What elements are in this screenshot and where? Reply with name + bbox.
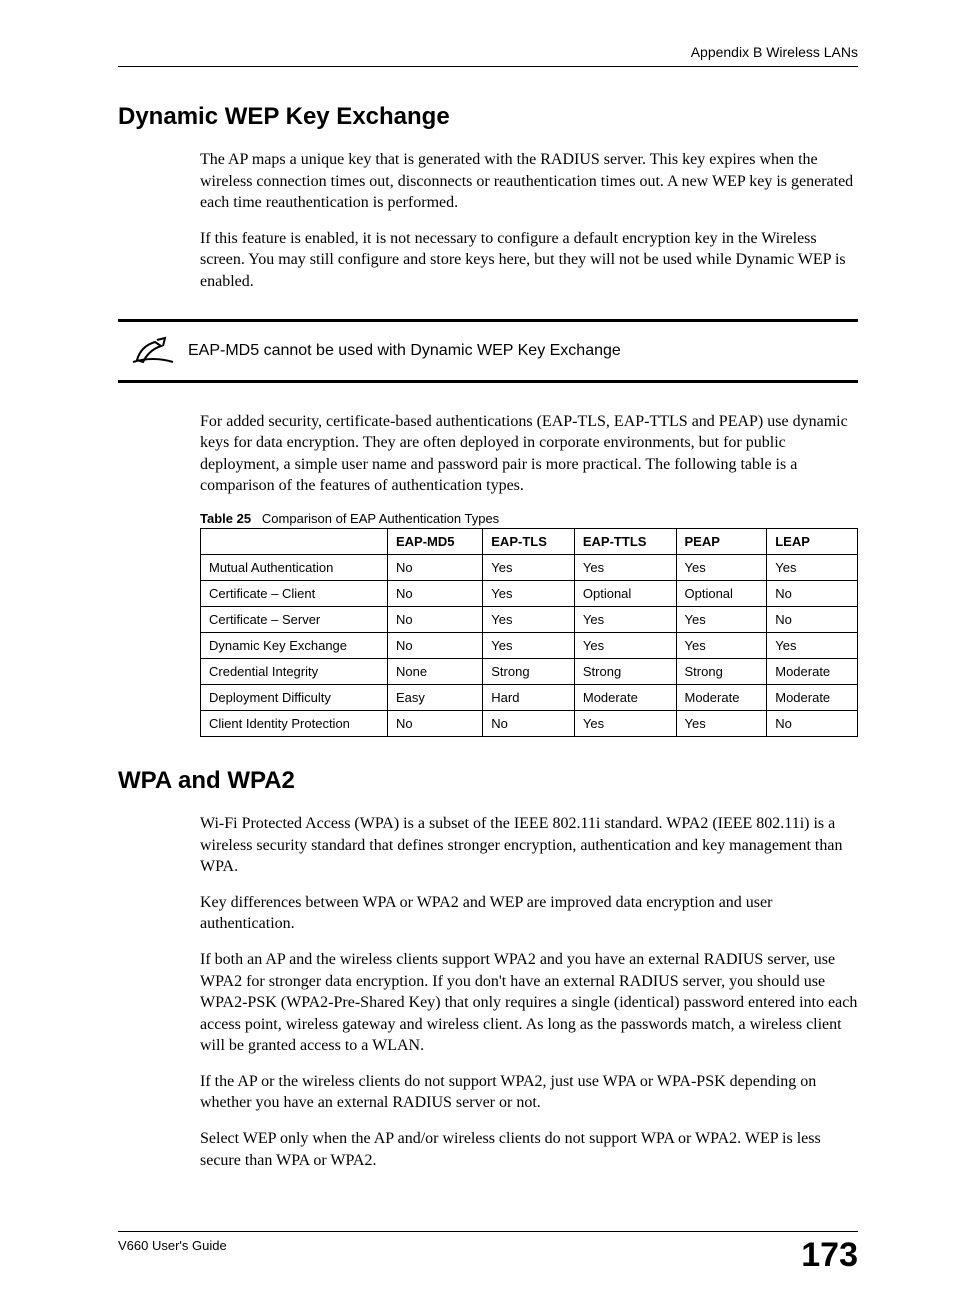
page-header: Appendix B Wireless LANs — [118, 44, 858, 67]
table-cell: Deployment Difficulty — [201, 684, 388, 710]
table-cell: No — [483, 710, 575, 736]
table-caption-label: Table 25 — [200, 511, 251, 526]
section2-p4: If the AP or the wireless clients do not… — [200, 1071, 858, 1114]
table-header-cell: EAP-TTLS — [574, 528, 676, 554]
section1-p3: For added security, certificate-based au… — [200, 411, 858, 497]
table-cell: No — [767, 606, 858, 632]
section2-p3: If both an AP and the wireless clients s… — [200, 949, 858, 1057]
section1-p1: The AP maps a unique key that is generat… — [200, 149, 858, 214]
table-row: Certificate – ClientNoYesOptionalOptiona… — [201, 580, 858, 606]
table-header-cell — [201, 528, 388, 554]
table-cell: Yes — [676, 606, 767, 632]
table-cell: None — [388, 658, 483, 684]
table-header-cell: EAP-TLS — [483, 528, 575, 554]
table-cell: Yes — [574, 632, 676, 658]
table-header-row: EAP-MD5EAP-TLSEAP-TTLSPEAPLEAP — [201, 528, 858, 554]
section1-p2: If this feature is enabled, it is not ne… — [200, 228, 858, 293]
section1-body2: For added security, certificate-based au… — [200, 411, 858, 497]
table-cell: Yes — [767, 632, 858, 658]
table-cell: Credential Integrity — [201, 658, 388, 684]
table-cell: Moderate — [767, 658, 858, 684]
table-row: Deployment DifficultyEasyHardModerateMod… — [201, 684, 858, 710]
table-cell: No — [388, 580, 483, 606]
note-text: EAP-MD5 cannot be used with Dynamic WEP … — [188, 342, 858, 360]
table-cell: Easy — [388, 684, 483, 710]
table-cell: Optional — [676, 580, 767, 606]
table-cell: Yes — [767, 554, 858, 580]
table-cell: Yes — [483, 606, 575, 632]
table-cell: No — [388, 554, 483, 580]
table-cell: Client Identity Protection — [201, 710, 388, 736]
table-cell: Yes — [574, 554, 676, 580]
table-cell: Yes — [574, 710, 676, 736]
section2-title: WPA and WPA2 — [118, 767, 858, 795]
table-cell: No — [388, 632, 483, 658]
table-row: Credential IntegrityNoneStrongStrongStro… — [201, 658, 858, 684]
footer-left: V660 User's Guide — [118, 1238, 227, 1253]
table-cell: Yes — [676, 632, 767, 658]
table-row: Dynamic Key ExchangeNoYesYesYesYes — [201, 632, 858, 658]
table-cell: Certificate – Server — [201, 606, 388, 632]
table-cell: Strong — [483, 658, 575, 684]
table-header-cell: LEAP — [767, 528, 858, 554]
table-cell: Yes — [483, 580, 575, 606]
table-cell: Dynamic Key Exchange — [201, 632, 388, 658]
table-caption-text: Comparison of EAP Authentication Types — [262, 511, 499, 526]
table-cell: Moderate — [767, 684, 858, 710]
table-header-cell: EAP-MD5 — [388, 528, 483, 554]
footer-page-number: 173 — [801, 1238, 858, 1272]
note-pen-icon — [118, 336, 188, 366]
table-cell: Strong — [574, 658, 676, 684]
header-right-text: Appendix B Wireless LANs — [691, 44, 858, 60]
table-row: Client Identity ProtectionNoNoYesYesNo — [201, 710, 858, 736]
table-cell: Hard — [483, 684, 575, 710]
page-footer: V660 User's Guide 173 — [118, 1231, 858, 1272]
eap-comparison-table: EAP-MD5EAP-TLSEAP-TTLSPEAPLEAP Mutual Au… — [200, 528, 858, 737]
table-cell: Moderate — [574, 684, 676, 710]
table-row: Certificate – ServerNoYesYesYesNo — [201, 606, 858, 632]
table-cell: Yes — [574, 606, 676, 632]
table-cell: Mutual Authentication — [201, 554, 388, 580]
section1-title: Dynamic WEP Key Exchange — [118, 103, 858, 131]
table-header-cell: PEAP — [676, 528, 767, 554]
table-cell: Optional — [574, 580, 676, 606]
section1-body: The AP maps a unique key that is generat… — [200, 149, 858, 293]
note-block: EAP-MD5 cannot be used with Dynamic WEP … — [118, 319, 858, 383]
table-caption: Table 25 Comparison of EAP Authenticatio… — [200, 511, 858, 526]
table-cell: Moderate — [676, 684, 767, 710]
table-cell: No — [388, 710, 483, 736]
table-cell: Yes — [483, 554, 575, 580]
table-cell: Strong — [676, 658, 767, 684]
table-cell: Yes — [676, 554, 767, 580]
table-cell: Yes — [676, 710, 767, 736]
table-row: Mutual AuthenticationNoYesYesYesYes — [201, 554, 858, 580]
section2-body: Wi-Fi Protected Access (WPA) is a subset… — [200, 813, 858, 1171]
table-cell: No — [767, 580, 858, 606]
section2-p1: Wi-Fi Protected Access (WPA) is a subset… — [200, 813, 858, 878]
table-cell: No — [767, 710, 858, 736]
section2-p2: Key differences between WPA or WPA2 and … — [200, 892, 858, 935]
table-cell: Yes — [483, 632, 575, 658]
table-cell: No — [388, 606, 483, 632]
table-cell: Certificate – Client — [201, 580, 388, 606]
section2-p5: Select WEP only when the AP and/or wirel… — [200, 1128, 858, 1171]
